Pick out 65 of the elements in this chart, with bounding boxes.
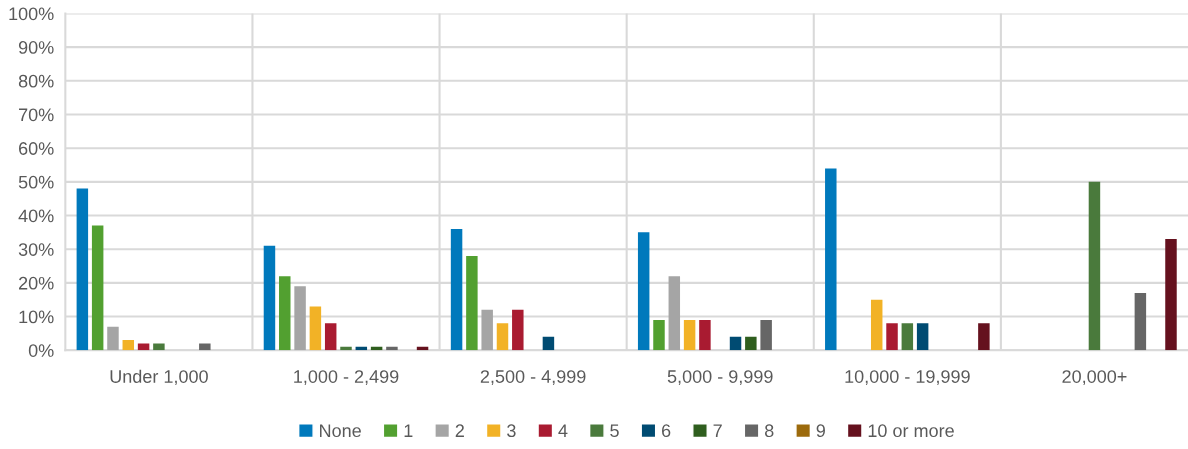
legend-label: None bbox=[320, 424, 361, 438]
bar bbox=[137, 343, 150, 351]
x-tick-label: Under 1,000 bbox=[110, 369, 208, 386]
legend-label: 5 bbox=[610, 424, 619, 438]
bar bbox=[76, 188, 89, 351]
legend-label: 10 or more bbox=[868, 424, 954, 438]
y-tick-label: 30% bbox=[18, 243, 54, 256]
bar bbox=[294, 286, 306, 351]
bar bbox=[481, 309, 493, 351]
bar bbox=[1134, 292, 1147, 351]
bar bbox=[542, 336, 555, 351]
y-tick-label: 70% bbox=[19, 108, 54, 122]
y-tick-label: 0% bbox=[28, 344, 54, 357]
bar bbox=[466, 255, 478, 351]
bar bbox=[668, 276, 681, 351]
legend-label: 6 bbox=[662, 424, 671, 438]
legend-label: 4 bbox=[558, 424, 568, 437]
bar bbox=[279, 276, 291, 351]
bar bbox=[340, 346, 352, 351]
bar bbox=[153, 343, 165, 351]
bar bbox=[653, 319, 665, 351]
bar bbox=[683, 319, 696, 351]
bar bbox=[324, 323, 337, 351]
legend-label: 8 bbox=[765, 424, 774, 438]
x-tick-label: 1,000 - 2,499 bbox=[294, 370, 399, 386]
bar bbox=[729, 336, 742, 351]
bar bbox=[760, 319, 772, 351]
x-tick-label: 20,000+ bbox=[1062, 370, 1127, 386]
bar bbox=[870, 299, 883, 351]
bar bbox=[512, 309, 524, 351]
legend-label: 2 bbox=[455, 424, 464, 437]
bar bbox=[309, 306, 322, 351]
x-tick-label: 5,000 - 9,999 bbox=[667, 370, 773, 386]
bar bbox=[496, 323, 509, 351]
bar bbox=[1165, 239, 1177, 351]
bar bbox=[637, 232, 650, 351]
bar bbox=[978, 323, 990, 351]
bar bbox=[825, 168, 837, 351]
y-tick-label: 100% bbox=[9, 7, 54, 21]
bar bbox=[699, 319, 711, 351]
legend-label: 9 bbox=[816, 424, 825, 438]
bar bbox=[901, 323, 914, 351]
y-tick-label: 90% bbox=[18, 41, 54, 54]
x-tick-label: 10,000 - 19,999 bbox=[845, 370, 970, 386]
bar bbox=[886, 323, 898, 351]
y-tick-label: 80% bbox=[18, 74, 54, 88]
bar bbox=[107, 326, 119, 351]
bar bbox=[91, 225, 104, 351]
y-tick-label: 50% bbox=[18, 175, 54, 189]
y-tick-label: 60% bbox=[19, 142, 54, 155]
bar bbox=[386, 346, 398, 351]
y-tick-label: 40% bbox=[18, 209, 54, 223]
bar bbox=[450, 228, 463, 351]
bar bbox=[916, 323, 929, 351]
legend-label: 3 bbox=[507, 424, 516, 438]
y-tick-label: 10% bbox=[19, 310, 54, 324]
y-tick-label: 20% bbox=[19, 276, 54, 290]
legend-label: 7 bbox=[713, 424, 722, 437]
bar bbox=[122, 340, 135, 351]
x-tick-label: 2,500 - 4,999 bbox=[480, 370, 586, 386]
bar bbox=[199, 343, 211, 351]
legend-label: 1 bbox=[404, 424, 413, 437]
bar bbox=[745, 336, 757, 351]
bar bbox=[263, 245, 276, 351]
bar bbox=[1088, 181, 1101, 351]
